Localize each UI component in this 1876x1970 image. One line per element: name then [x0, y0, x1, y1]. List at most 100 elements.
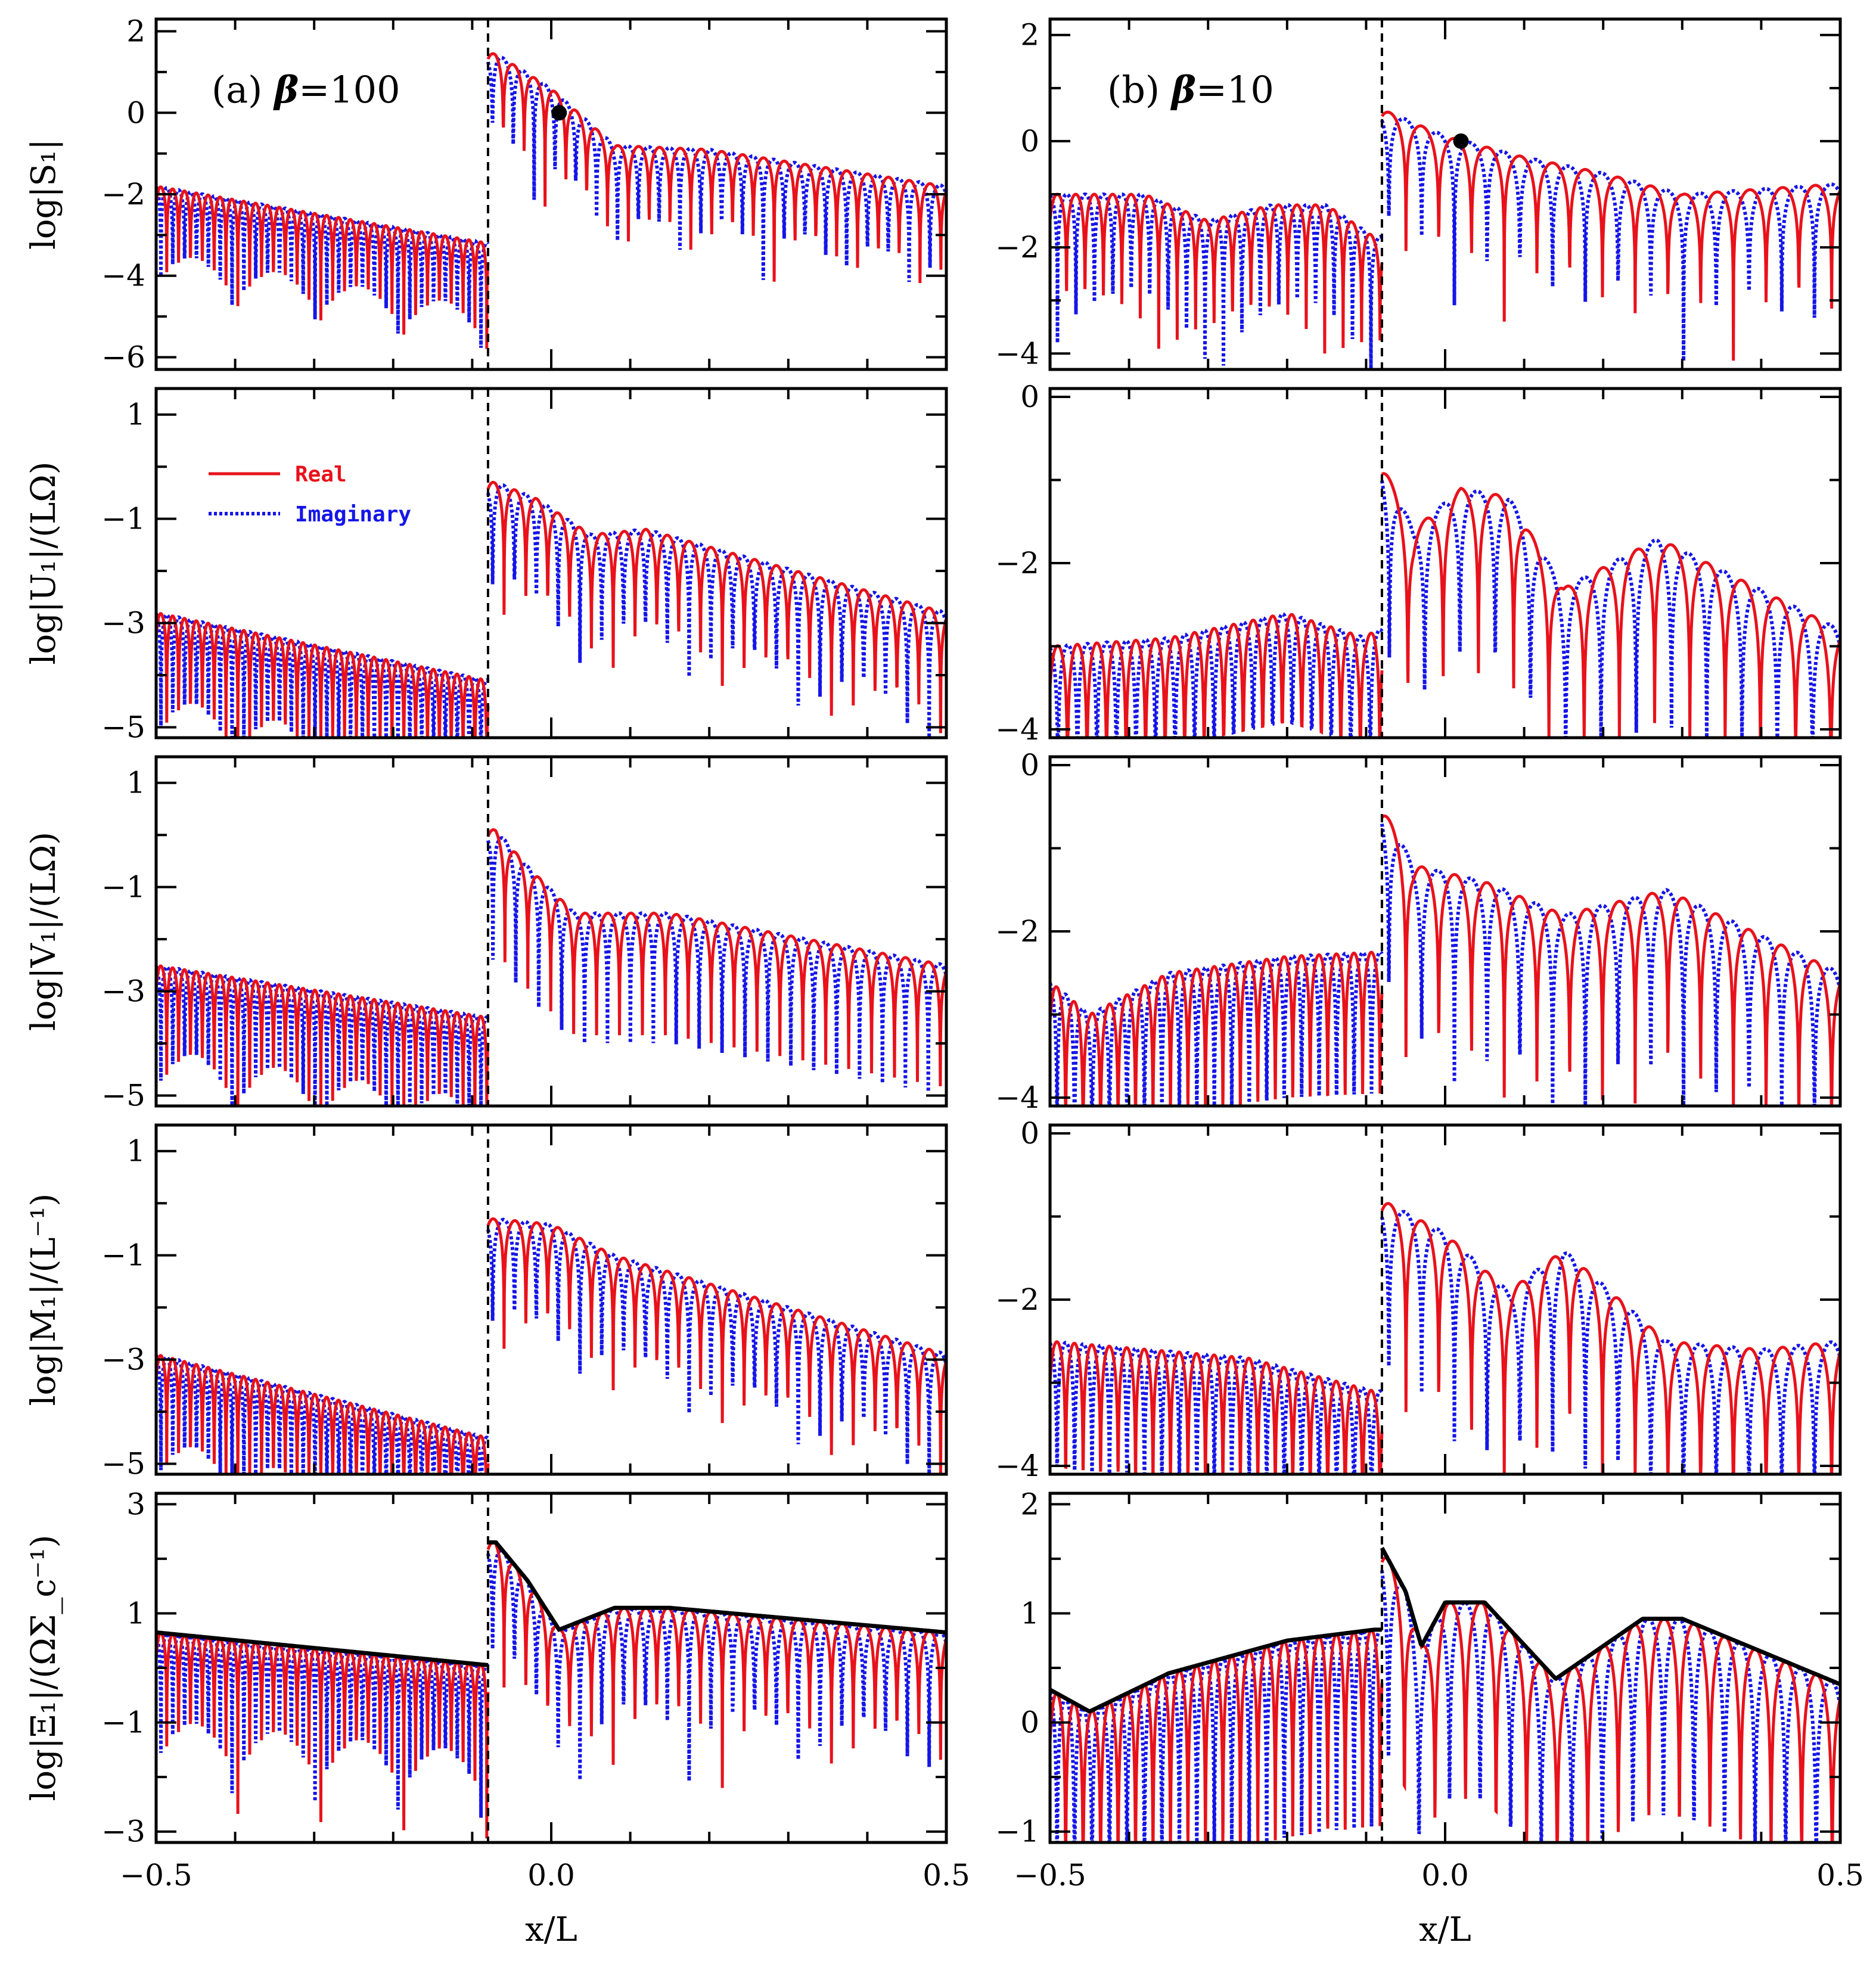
panel-U1-a: −5 −3 −1 1 log|U₁|/(LΩ) Real Imaginary: [24, 387, 948, 745]
real-curve-preshock: [1050, 192, 1384, 354]
y-axis-label-M1: log|M₁|/(L⁻¹): [24, 1194, 63, 1406]
legend: Real Imaginary: [209, 462, 411, 527]
y-tick-label: 0: [126, 95, 145, 130]
legend-imag-label: Imaginary: [295, 502, 411, 527]
x-axis-label: x/L: [525, 1910, 577, 1949]
y-tick-label: −4: [995, 1449, 1039, 1483]
real-curve-postshock: [1380, 814, 1840, 1106]
y-axis-label-V1: log|V₁|/(LΩ): [24, 832, 63, 1031]
y-axis-label-S1: log|S₁|: [24, 139, 63, 250]
y-tick-label: 2: [1020, 1487, 1039, 1521]
panel-U1-b: −4 −2 0: [995, 380, 1842, 747]
x-tick-label: −0.5: [1014, 1858, 1086, 1893]
y-tick-label: 0: [1020, 1116, 1039, 1151]
y-axis-label-Xi1: log|Ξ₁|/(ΩΣ_c⁻¹): [24, 1534, 63, 1801]
legend-real-label: Real: [295, 462, 347, 487]
panel-V1-b: −4 −2 0: [995, 748, 1842, 1115]
y-tick-label: −4: [995, 712, 1039, 747]
x-tick-label: 0.5: [1816, 1858, 1864, 1893]
imag-curve-postshock: [1380, 824, 1840, 1106]
y-tick-label: −2: [995, 546, 1039, 580]
y-tick-label: 0: [1020, 1705, 1039, 1740]
y-tick-label: −5: [101, 1079, 145, 1113]
y-tick-label: −1: [101, 1705, 145, 1740]
panel-M1-b: −4 −2 0: [995, 1116, 1842, 1483]
y-tick-label: −4: [995, 1080, 1039, 1115]
y-tick-label: 1: [126, 397, 145, 432]
y-axis-label-U1: log|U₁|/(LΩ): [24, 461, 63, 664]
y-tick-label: −4: [101, 259, 145, 293]
y-tick-label: 1: [126, 1596, 145, 1630]
real-curve-postshock: [1381, 472, 1840, 738]
y-tick-label: 0: [1020, 124, 1039, 159]
real-curve-preshock: [156, 1354, 490, 1474]
y-tick-label: −3: [101, 1343, 145, 1377]
real-curve-preshock: [156, 612, 490, 738]
real-curve-postshock: [486, 828, 946, 1086]
y-tick-label: −3: [101, 974, 145, 1009]
panel-curves: [156, 480, 946, 738]
y-tick-label: 1: [126, 1134, 145, 1169]
imag-curve-postshock: [486, 836, 946, 1092]
real-curve-postshock: [486, 480, 946, 734]
y-tick-label: −2: [995, 230, 1039, 265]
imag-curve-preshock: [1050, 192, 1384, 369]
real-curve-preshock: [156, 185, 490, 349]
panel-V1-a: −5 −3 −1 1 log|V₁|/(LΩ): [24, 755, 948, 1113]
sonic-point-marker: [1453, 133, 1469, 149]
imag-curve-postshock: [1380, 1210, 1840, 1474]
real-curve-preshock: [1050, 950, 1384, 1106]
y-tick-label: −3: [101, 1814, 145, 1849]
panel-S1-a: −6 −4 −2 0 2 log|S₁| (a) β=100: [24, 14, 948, 374]
y-tick-label: −1: [101, 502, 145, 536]
y-tick-label: 0: [1020, 748, 1039, 782]
imag-curve-postshock: [1380, 117, 1840, 361]
y-tick-label: −1: [995, 1814, 1039, 1849]
panel-M1-a: −5 −3 −1 1 log|M₁|/(L⁻¹): [24, 1123, 948, 1481]
real-curve-postshock: [486, 1217, 946, 1474]
imag-curve-postshock: [1380, 1570, 1840, 1842]
y-tick-label: −5: [101, 1447, 145, 1481]
panel-curves: [156, 52, 946, 349]
y-tick-label: −1: [101, 870, 145, 905]
panel-S1-b: −4 −2 0 2 (b) β=10: [995, 17, 1842, 371]
real-curve-preshock: [1050, 1629, 1384, 1842]
panel-curves: [1050, 814, 1840, 1106]
y-tick-label: −2: [995, 1282, 1039, 1317]
real-curve-postshock: [1380, 1202, 1840, 1474]
plot-layer: −6 −4 −2 0 2 log|S₁| (a) β=100 −4 −2 0 2 (b) β=10 −5…: [24, 14, 1864, 1949]
panel-curves: [1050, 1202, 1840, 1474]
y-tick-label: −1: [101, 1238, 145, 1273]
x-tick-label: 0.5: [923, 1858, 970, 1893]
y-tick-label: −5: [101, 710, 145, 745]
x-tick-label: 0.0: [527, 1858, 575, 1893]
panel-label: (b) β=10: [1107, 68, 1274, 111]
imag-curve-preshock: [1050, 950, 1384, 1106]
y-tick-label: 2: [1020, 18, 1039, 52]
y-tick-label: 0: [1020, 380, 1039, 414]
panel-Xi1-b: −1 0 1 2 −0.5 0.0 0.5 x/L: [995, 1487, 1863, 1949]
panel-Xi1-a: −3 −1 1 3 −0.5 0.0 0.5 x/L log|Ξ₁|/(ΩΣ_c⁻¹): [24, 1487, 970, 1949]
panel-curves: [1050, 472, 1840, 738]
y-tick-label: −3: [101, 606, 145, 641]
panel-curves: [156, 1540, 946, 1839]
real-curve-preshock: [1050, 613, 1384, 738]
panel-label: (a) β=100: [212, 68, 400, 111]
y-tick-label: 3: [126, 1487, 145, 1521]
panel-curves: [156, 1217, 946, 1474]
amplitude-envelope: [1380, 1546, 1840, 1686]
x-tick-label: 0.0: [1421, 1858, 1469, 1893]
y-tick-label: 2: [126, 14, 145, 49]
real-curve-postshock: [486, 52, 946, 284]
amplitude-envelope: [156, 1630, 489, 1667]
amplitude-envelope: [487, 1540, 946, 1635]
imag-curve-preshock: [1050, 612, 1384, 738]
x-tick-label: −0.5: [120, 1858, 192, 1893]
y-tick-label: −2: [995, 914, 1039, 949]
y-tick-label: −2: [101, 177, 145, 212]
amplitude-envelope: [1050, 1627, 1382, 1714]
x-axis-label: x/L: [1419, 1910, 1471, 1949]
y-tick-label: −4: [995, 336, 1039, 371]
sonic-point-marker: [551, 105, 567, 121]
y-tick-label: 1: [1020, 1596, 1039, 1630]
